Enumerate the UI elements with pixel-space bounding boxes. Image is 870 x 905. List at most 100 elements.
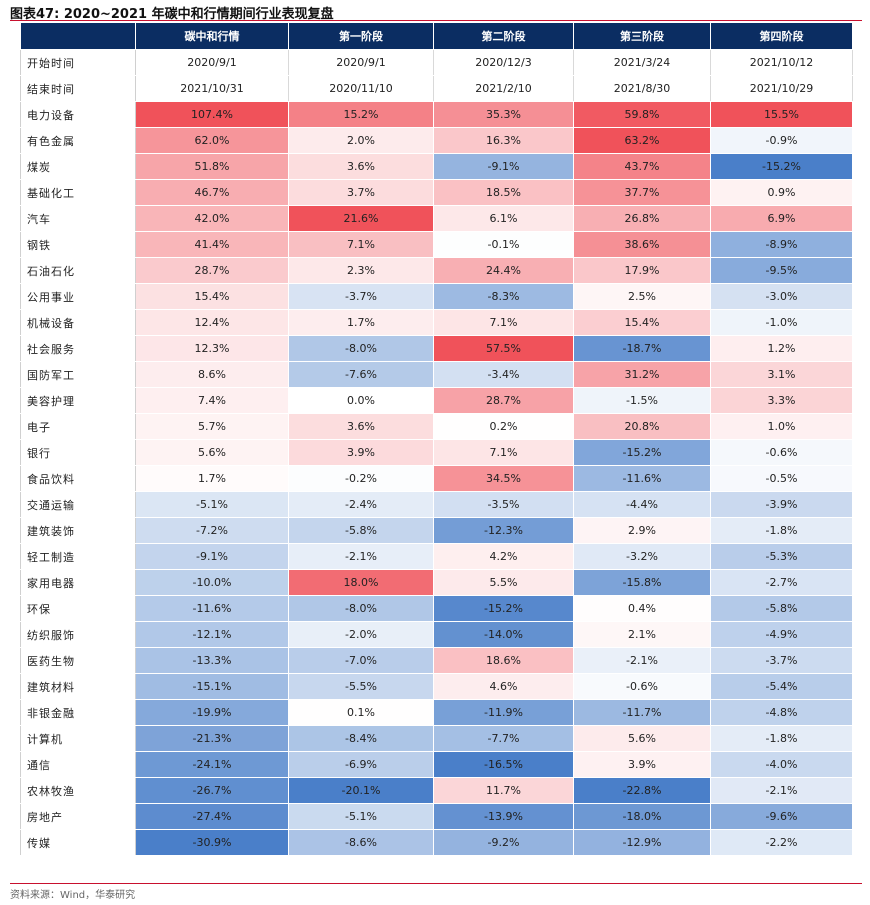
table-row: 煤炭 51.8% 3.6% -9.1% 43.7% -15.2% [20,153,853,180]
heat-cell: -9.1% [433,153,574,180]
heat-cell: 20.8% [573,413,711,440]
heat-cell: 2.1% [573,621,711,648]
heat-cell: -7.0% [288,647,434,674]
heat-cell: -21.3% [135,725,289,752]
heat-cell: 2.0% [288,127,434,154]
table-row: 美容护理 7.4% 0.0% 28.7% -1.5% 3.3% [20,387,853,414]
date-cell: 2021/10/31 [135,75,289,102]
row-label: 医药生物 [20,647,136,674]
heat-cell: 43.7% [573,153,711,180]
heat-cell: -2.4% [288,491,434,518]
heat-cell: -16.5% [433,751,574,778]
heat-cell: 24.4% [433,257,574,284]
heat-cell: -18.0% [573,803,711,830]
heat-cell: -5.8% [288,517,434,544]
heat-cell: 0.9% [710,179,853,206]
row-label: 非银金融 [20,699,136,726]
heat-cell: 15.5% [710,101,853,128]
heat-cell: 3.6% [288,153,434,180]
heat-cell: 2.5% [573,283,711,310]
row-label: 环保 [20,595,136,622]
heat-cell: -15.2% [573,439,711,466]
heat-cell: -1.8% [710,517,853,544]
heat-cell: -6.9% [288,751,434,778]
heat-cell: 15.4% [573,309,711,336]
heat-cell: -2.1% [710,777,853,804]
heat-cell: 18.5% [433,179,574,206]
heat-cell: -8.0% [288,335,434,362]
heat-cell: 62.0% [135,127,289,154]
row-label: 钢铁 [20,231,136,258]
heat-cell: 5.5% [433,569,574,596]
heat-cell: -0.9% [710,127,853,154]
row-label: 公用事业 [20,283,136,310]
heat-cell: -26.7% [135,777,289,804]
heat-cell: -9.1% [135,543,289,570]
row-label: 食品饮料 [20,465,136,492]
heat-cell: 0.0% [288,387,434,414]
table-row: 社会服务 12.3% -8.0% 57.5% -18.7% 1.2% [20,335,853,362]
heat-cell: -7.7% [433,725,574,752]
heat-cell: -30.9% [135,829,289,856]
heat-cell: -10.0% [135,569,289,596]
table-row: 电子 5.7% 3.6% 0.2% 20.8% 1.0% [20,413,853,440]
bottom-rule [10,883,862,884]
date-cell: 2020/9/1 [135,49,289,76]
heat-cell: 1.7% [288,309,434,336]
heatmap-body: 开始时间 2020/9/1 2020/9/1 2020/12/3 2021/3/… [20,49,853,856]
row-label: 国防军工 [20,361,136,388]
date-cell: 2020/9/1 [288,49,434,76]
row-label: 电力设备 [20,101,136,128]
heat-cell: 4.6% [433,673,574,700]
table-row: 纺织服饰 -12.1% -2.0% -14.0% 2.1% -4.9% [20,621,853,648]
table-row: 有色金属 62.0% 2.0% 16.3% 63.2% -0.9% [20,127,853,154]
table-row: 石油石化 28.7% 2.3% 24.4% 17.9% -9.5% [20,257,853,284]
heat-cell: -3.7% [710,647,853,674]
date-cell: 2021/10/29 [710,75,853,102]
table-row: 房地产 -27.4% -5.1% -13.9% -18.0% -9.6% [20,803,853,830]
row-label: 结束时间 [20,75,136,102]
heatmap-table: 碳中和行情 第一阶段 第二阶段 第三阶段 第四阶段 开始时间 2020/9/1 … [20,22,853,856]
table-row: 基础化工 46.7% 3.7% 18.5% 37.7% 0.9% [20,179,853,206]
heat-cell: 7.1% [433,439,574,466]
heat-cell: -22.8% [573,777,711,804]
heat-cell: -8.9% [710,231,853,258]
table-row: 建筑装饰 -7.2% -5.8% -12.3% 2.9% -1.8% [20,517,853,544]
heat-cell: -15.8% [573,569,711,596]
row-label: 计算机 [20,725,136,752]
end-date-row: 结束时间 2021/10/31 2020/11/10 2021/2/10 202… [20,75,853,102]
heat-cell: 31.2% [573,361,711,388]
heat-cell: -3.5% [433,491,574,518]
header-row: 碳中和行情 第一阶段 第二阶段 第三阶段 第四阶段 [20,22,853,50]
heat-cell: -3.2% [573,543,711,570]
table-row: 交通运输 -5.1% -2.4% -3.5% -4.4% -3.9% [20,491,853,518]
heat-cell: -1.8% [710,725,853,752]
column-header: 第四阶段 [710,22,853,50]
row-label: 建筑装饰 [20,517,136,544]
table-row: 非银金融 -19.9% 0.1% -11.9% -11.7% -4.8% [20,699,853,726]
heat-cell: -19.9% [135,699,289,726]
heat-cell: -2.7% [710,569,853,596]
heat-cell: 3.1% [710,361,853,388]
heat-cell: 46.7% [135,179,289,206]
heat-cell: 7.1% [288,231,434,258]
heat-cell: -0.6% [573,673,711,700]
table-row: 农林牧渔 -26.7% -20.1% 11.7% -22.8% -2.1% [20,777,853,804]
heat-cell: -0.5% [710,465,853,492]
heat-cell: -5.1% [135,491,289,518]
table-row: 食品饮料 1.7% -0.2% 34.5% -11.6% -0.5% [20,465,853,492]
heat-cell: -8.0% [288,595,434,622]
row-label: 农林牧渔 [20,777,136,804]
heat-cell: 2.3% [288,257,434,284]
table-row: 电力设备 107.4% 15.2% 35.3% 59.8% 15.5% [20,101,853,128]
row-label: 家用电器 [20,569,136,596]
column-header: 第一阶段 [288,22,434,50]
row-label: 传媒 [20,829,136,856]
table-row: 公用事业 15.4% -3.7% -8.3% 2.5% -3.0% [20,283,853,310]
row-label: 基础化工 [20,179,136,206]
heat-cell: -9.2% [433,829,574,856]
heat-cell: 15.2% [288,101,434,128]
heat-cell: -11.7% [573,699,711,726]
heat-cell: -5.5% [288,673,434,700]
row-label: 汽车 [20,205,136,232]
